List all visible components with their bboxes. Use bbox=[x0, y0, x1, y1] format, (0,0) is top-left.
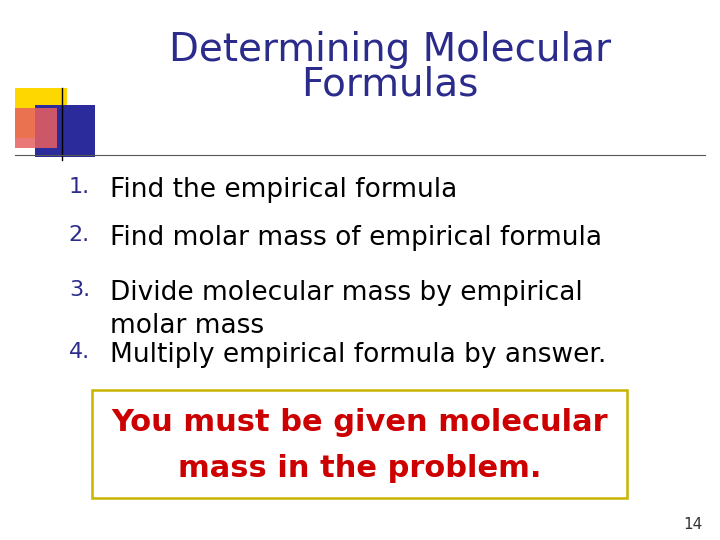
Bar bbox=[15, 88, 67, 138]
Text: Formulas: Formulas bbox=[301, 66, 479, 104]
Text: Determining Molecular: Determining Molecular bbox=[169, 31, 611, 69]
Text: mass in the problem.: mass in the problem. bbox=[178, 454, 541, 483]
Text: Multiply empirical formula by answer.: Multiply empirical formula by answer. bbox=[110, 342, 606, 368]
Text: 2.: 2. bbox=[69, 225, 90, 245]
Text: Find the empirical formula: Find the empirical formula bbox=[110, 177, 457, 203]
Text: Divide molecular mass by empirical
molar mass: Divide molecular mass by empirical molar… bbox=[110, 280, 582, 339]
Text: Find molar mass of empirical formula: Find molar mass of empirical formula bbox=[110, 225, 602, 251]
Bar bbox=[15, 108, 57, 148]
Text: 3.: 3. bbox=[69, 280, 90, 300]
Text: 4.: 4. bbox=[69, 342, 90, 362]
Text: You must be given molecular: You must be given molecular bbox=[111, 408, 608, 437]
Text: 14: 14 bbox=[684, 517, 703, 532]
FancyBboxPatch shape bbox=[92, 390, 627, 498]
Bar bbox=[35, 105, 95, 157]
Text: 1.: 1. bbox=[69, 177, 90, 197]
